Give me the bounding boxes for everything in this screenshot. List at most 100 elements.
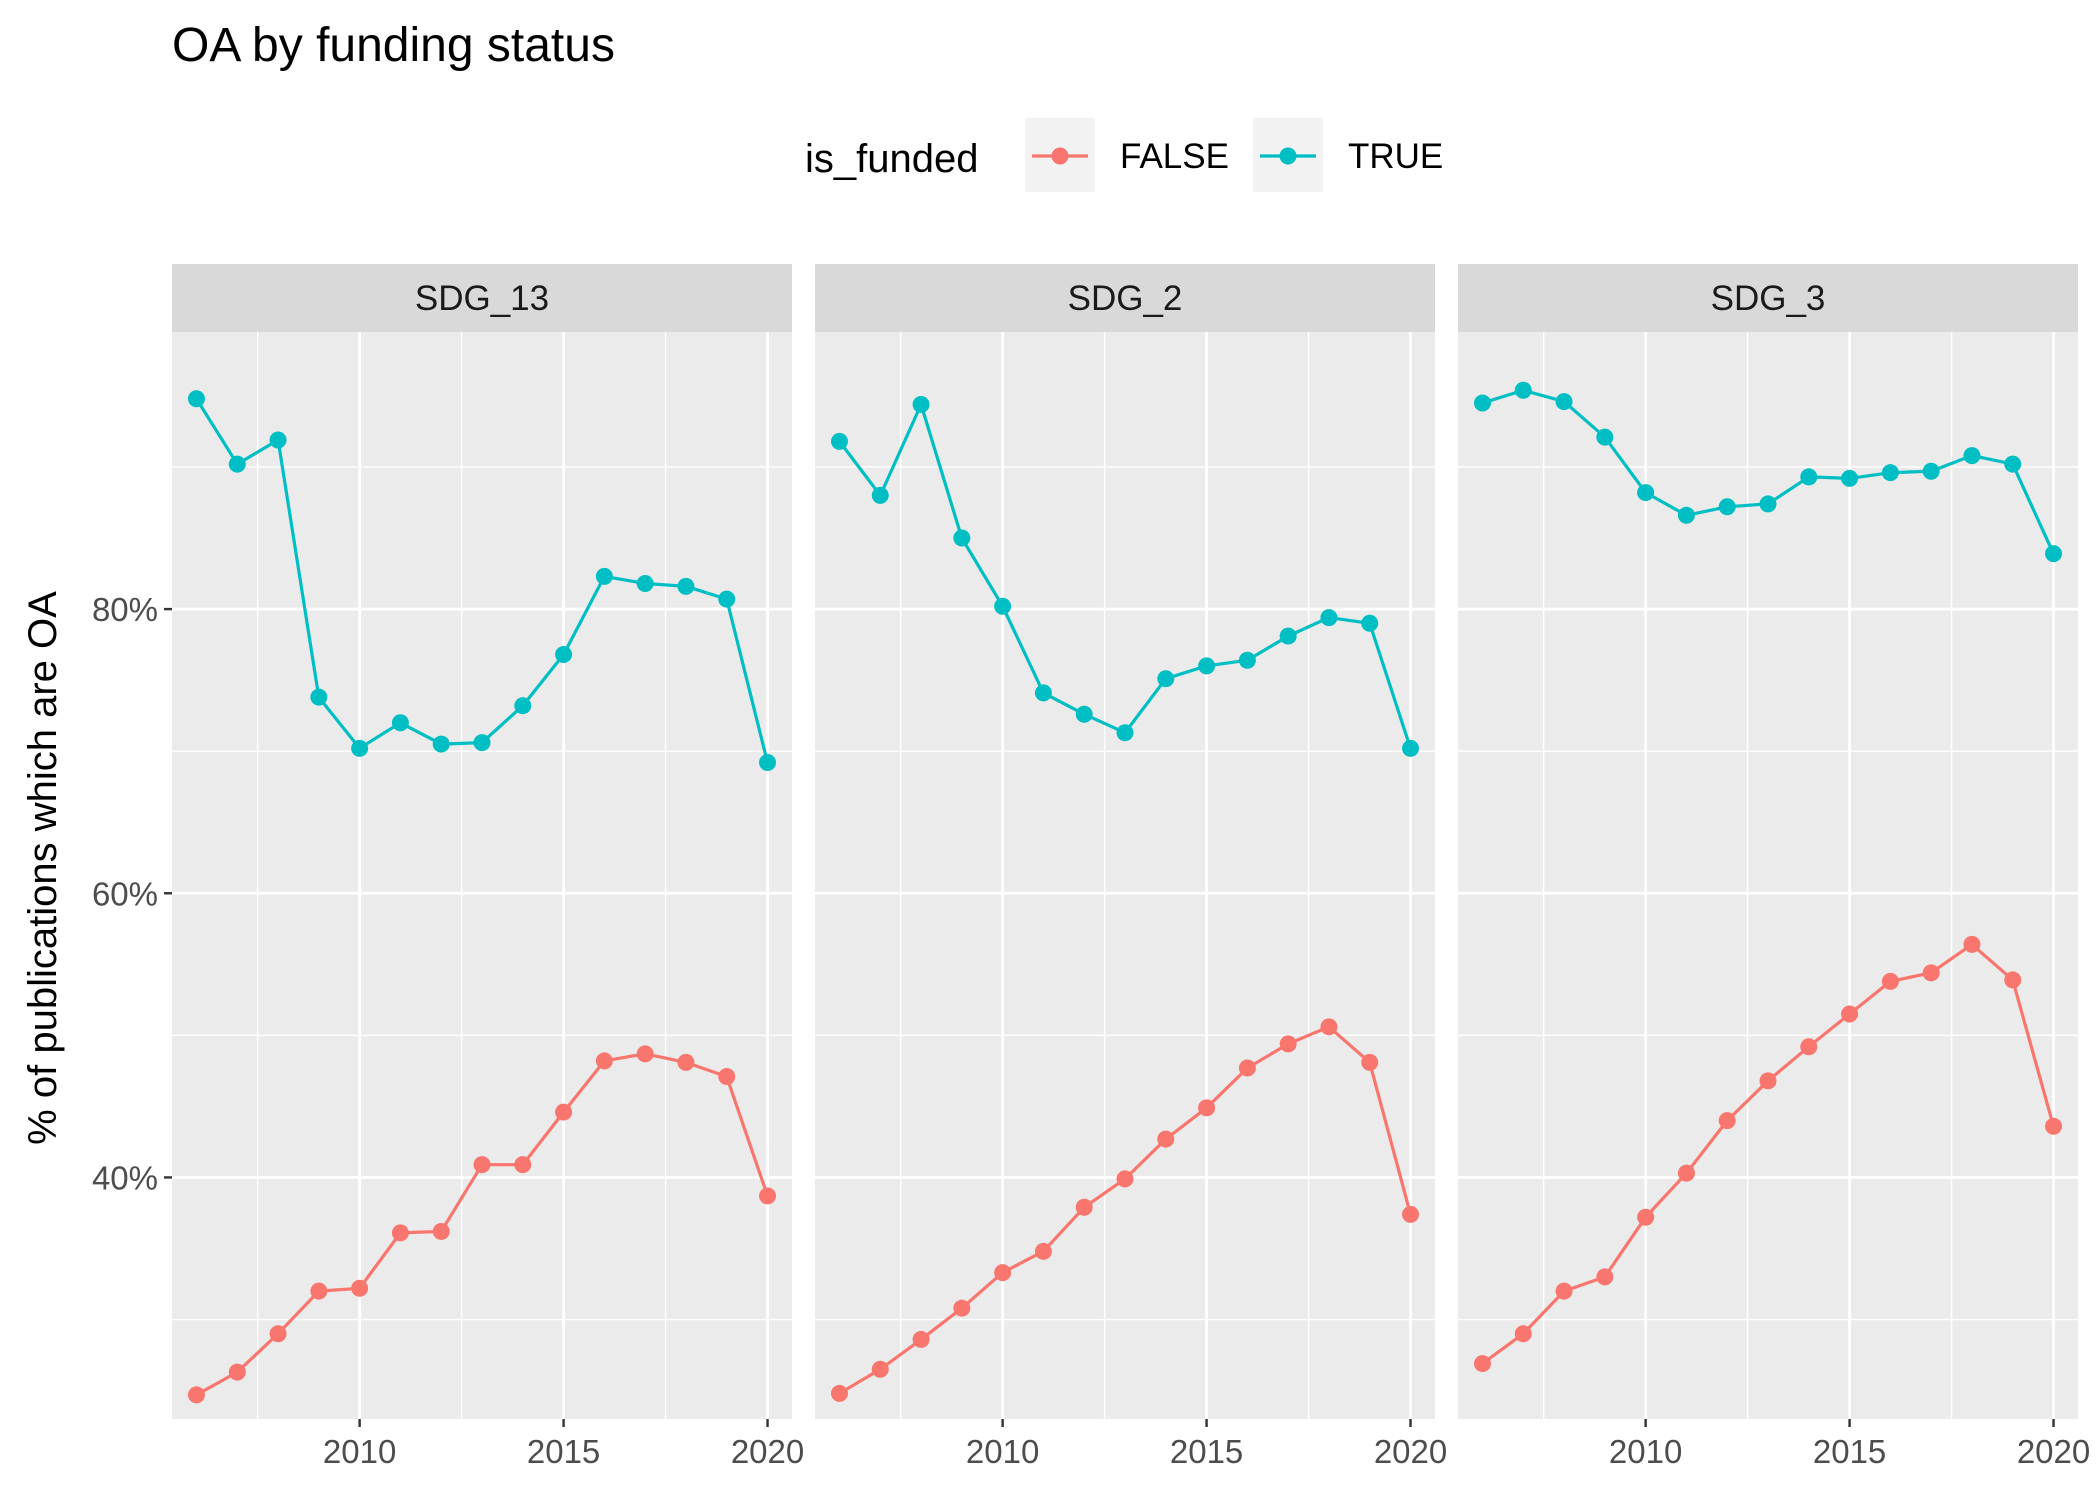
data-point-false [1800, 1038, 1818, 1056]
chart-title: OA by funding status [172, 19, 615, 72]
data-point-true [1034, 684, 1052, 702]
plot-background [815, 332, 1435, 1419]
facet-strip-label: SDG_3 [1711, 279, 1826, 318]
data-point-false [1637, 1208, 1655, 1226]
data-point-true [1198, 657, 1216, 675]
x-tick-label: 2010 [966, 1433, 1039, 1470]
data-point-true [1637, 484, 1655, 502]
data-point-true [310, 688, 328, 706]
data-point-false [1157, 1130, 1175, 1148]
facet-panels: SDG_13 2010 2015 2020 40% 60% 80% SDG_2 2010 2015… [92, 264, 2090, 1470]
data-point-false [1320, 1018, 1338, 1036]
data-point-false [1198, 1099, 1216, 1117]
data-point-true [912, 395, 930, 413]
facet-panel: SDG_13 2010 2015 2020 40% 60% 80% [92, 264, 804, 1470]
x-tick-label: 2010 [323, 1433, 396, 1470]
y-axis-title: % of publications which are OA [21, 591, 65, 1145]
data-point-true [1238, 651, 1256, 669]
x-tick-label: 2020 [1374, 1433, 1447, 1470]
data-point-false [1555, 1282, 1573, 1300]
data-point-true [228, 455, 246, 473]
data-point-true [351, 739, 369, 757]
data-point-false [351, 1279, 369, 1297]
data-point-true [1881, 464, 1899, 482]
data-point-false [1238, 1059, 1256, 1077]
data-point-false [912, 1330, 930, 1348]
data-point-true [636, 575, 654, 593]
y-tick-label: 60% [92, 875, 158, 912]
data-point-true [269, 431, 287, 449]
data-point-true [1279, 627, 1297, 645]
data-point-true [595, 567, 613, 585]
data-point-true [2045, 545, 2063, 563]
data-point-false [1279, 1035, 1297, 1053]
data-point-false [2004, 971, 2022, 989]
data-point-true [1963, 447, 1981, 465]
data-point-false [1881, 972, 1899, 990]
data-point-false [1922, 964, 1940, 982]
data-point-false [1759, 1072, 1777, 1090]
x-tick-label: 2020 [2017, 1433, 2090, 1470]
data-point-false [1596, 1268, 1614, 1286]
legend-key-point [1051, 147, 1069, 165]
facet-strip-label: SDG_2 [1068, 279, 1183, 318]
data-point-false [953, 1299, 971, 1317]
facet-strip [1458, 264, 2078, 332]
data-point-false [269, 1325, 287, 1343]
legend-title: is_funded [805, 137, 978, 181]
legend: is_funded FALSE TRUE [805, 118, 1443, 192]
data-point-false [514, 1156, 532, 1174]
data-point-true [1596, 428, 1614, 446]
data-point-true [759, 754, 777, 772]
x-tick-label: 2015 [1170, 1433, 1243, 1470]
facet-panel: SDG_2 2010 2015 2020 [815, 264, 1447, 1470]
x-tick-label: 2020 [731, 1433, 804, 1470]
data-point-true [555, 646, 573, 664]
data-point-false [432, 1222, 450, 1240]
y-tick-label: 40% [92, 1159, 158, 1196]
data-point-true [391, 714, 409, 732]
data-point-true [1759, 495, 1777, 513]
data-point-true [514, 697, 532, 715]
data-point-true [1402, 739, 1420, 757]
data-point-true [830, 432, 848, 450]
data-point-false [555, 1103, 573, 1121]
data-point-false [1963, 935, 1981, 953]
data-point-true [871, 486, 889, 504]
plot-background [1458, 332, 2078, 1419]
data-point-true [1718, 498, 1736, 516]
data-point-false [1718, 1112, 1736, 1130]
x-tick-label: 2015 [1813, 1433, 1886, 1470]
legend-key-point [1279, 147, 1297, 165]
data-point-true [718, 590, 736, 608]
data-point-true [1555, 393, 1573, 411]
data-point-false [718, 1068, 736, 1086]
data-point-false [1361, 1053, 1379, 1071]
data-point-true [432, 735, 450, 753]
data-point-false [595, 1052, 613, 1070]
x-tick-label: 2010 [1609, 1433, 1682, 1470]
data-point-true [1116, 724, 1134, 742]
facet-strip [172, 264, 792, 332]
x-tick-label: 2015 [527, 1433, 600, 1470]
data-point-false [871, 1360, 889, 1378]
data-point-true [994, 597, 1012, 615]
data-point-false [1677, 1164, 1695, 1182]
data-point-false [473, 1156, 491, 1174]
facet-strip [815, 264, 1435, 332]
data-point-true [1514, 381, 1532, 399]
data-point-true [1157, 670, 1175, 688]
data-point-false [310, 1282, 328, 1300]
y-tick-label: 80% [92, 591, 158, 628]
facet-panel: SDG_3 2010 2015 2020 [1458, 264, 2090, 1470]
plot-background [172, 332, 792, 1419]
data-point-false [994, 1264, 1012, 1282]
data-point-false [1402, 1205, 1420, 1223]
data-point-false [677, 1053, 695, 1071]
data-point-false [228, 1363, 246, 1381]
data-point-true [2004, 455, 2022, 473]
data-point-false [1116, 1170, 1134, 1188]
data-point-true [187, 390, 205, 408]
data-point-true [1473, 394, 1491, 412]
